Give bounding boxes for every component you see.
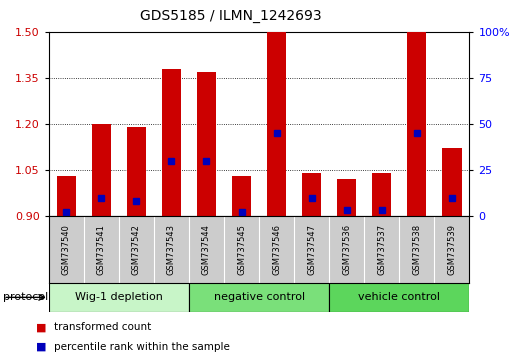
- FancyBboxPatch shape: [49, 283, 189, 312]
- FancyBboxPatch shape: [329, 283, 469, 312]
- Text: transformed count: transformed count: [54, 322, 151, 332]
- Text: vehicle control: vehicle control: [358, 292, 440, 302]
- Bar: [372, 173, 391, 216]
- Text: ■: ■: [36, 322, 46, 332]
- Text: ■: ■: [36, 342, 46, 352]
- Text: GSM737538: GSM737538: [412, 224, 421, 275]
- Text: GSM737543: GSM737543: [167, 224, 176, 275]
- Text: GSM737539: GSM737539: [447, 224, 457, 275]
- Text: percentile rank within the sample: percentile rank within the sample: [54, 342, 230, 352]
- Text: GDS5185 / ILMN_1242693: GDS5185 / ILMN_1242693: [140, 9, 322, 23]
- Bar: [302, 173, 321, 216]
- Bar: [232, 176, 251, 216]
- Text: negative control: negative control: [213, 292, 305, 302]
- Text: GSM737536: GSM737536: [342, 224, 351, 275]
- Bar: [127, 127, 146, 216]
- Text: Wig-1 depletion: Wig-1 depletion: [75, 292, 163, 302]
- Text: protocol: protocol: [3, 292, 48, 302]
- Text: GSM737546: GSM737546: [272, 224, 281, 275]
- Text: GSM737542: GSM737542: [132, 224, 141, 275]
- Bar: [92, 124, 111, 216]
- Text: GSM737544: GSM737544: [202, 224, 211, 275]
- Text: GSM737547: GSM737547: [307, 224, 316, 275]
- Bar: [267, 32, 286, 216]
- Bar: [337, 179, 357, 216]
- Bar: [197, 72, 216, 216]
- Bar: [162, 69, 181, 216]
- Text: GSM737541: GSM737541: [97, 224, 106, 275]
- Bar: [442, 148, 462, 216]
- FancyBboxPatch shape: [189, 283, 329, 312]
- Text: GSM737537: GSM737537: [377, 224, 386, 275]
- Text: GSM737540: GSM737540: [62, 224, 71, 275]
- Text: GSM737545: GSM737545: [237, 224, 246, 275]
- Bar: [56, 176, 76, 216]
- Bar: [407, 32, 426, 216]
